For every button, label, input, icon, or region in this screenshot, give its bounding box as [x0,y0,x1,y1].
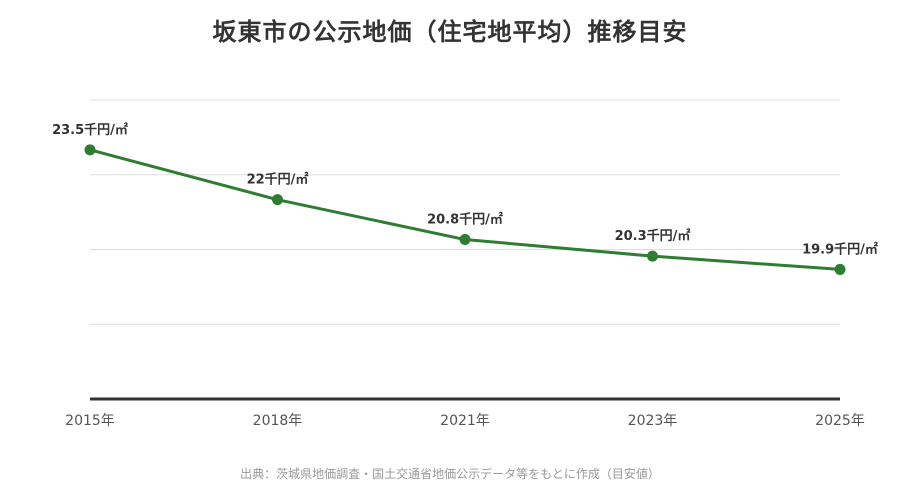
data-label: 19.9千円/㎡ [802,241,878,257]
gridlines [90,99,840,325]
chart-title: 坂東市の公示地価（住宅地平均）推移目安 [212,18,688,46]
x-tick-label: 2023年 [628,413,678,429]
data-label: 20.3千円/㎡ [615,228,691,244]
source-note: 出典：茨城県地価調査・国土交通省地価公示データ等をもとに作成（目安値） [240,467,660,481]
data-point [84,144,96,156]
data-label: 20.8千円/㎡ [427,212,503,228]
series-line [88,148,842,271]
x-tick-label: 2018年 [253,413,303,429]
data-label: 23.5千円/㎡ [52,122,128,138]
data-point [834,263,846,275]
data-points [84,144,846,275]
data-label: 22千円/㎡ [247,172,309,188]
x-tick-label: 2021年 [440,413,490,429]
data-point [272,194,283,206]
data-point [459,234,471,246]
series-line-layer [88,148,842,271]
x-tick-label: 2025年 [815,413,865,429]
x-tick-label: 2015年 [65,413,115,429]
data-point [647,250,658,262]
data-labels: 23.5千円/㎡ 22千円/㎡ 20.8千円/㎡ 20.3千円/㎡ 19.9千円/㎡ [52,122,878,258]
x-tick-labels: 2015年 2018年 2021年 2023年 2025年 [65,413,865,429]
